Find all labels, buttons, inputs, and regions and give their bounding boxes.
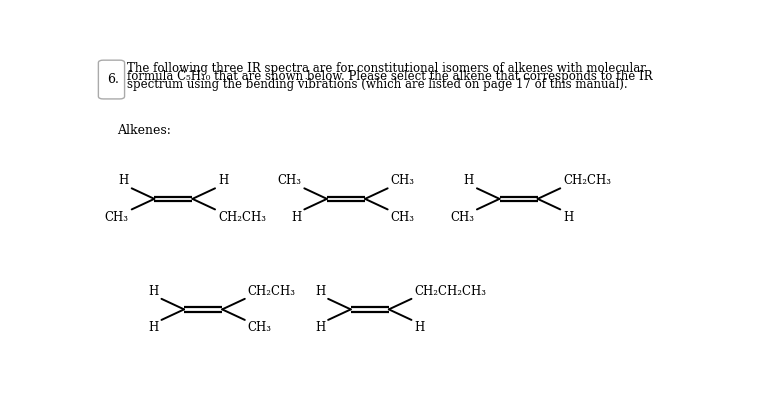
Text: H: H	[148, 285, 158, 297]
Text: CH₃: CH₃	[104, 210, 129, 224]
Text: H: H	[291, 210, 301, 224]
Text: H: H	[315, 285, 325, 297]
Text: CH₂CH₃: CH₂CH₃	[218, 210, 266, 224]
Text: CH₃: CH₃	[391, 174, 415, 187]
Text: H: H	[218, 174, 228, 187]
Text: H: H	[563, 210, 574, 224]
Text: Alkenes:: Alkenes:	[117, 124, 170, 136]
Text: H: H	[118, 174, 129, 187]
FancyBboxPatch shape	[98, 60, 124, 99]
Text: H: H	[464, 174, 474, 187]
Text: H: H	[315, 321, 325, 334]
Text: H: H	[415, 321, 425, 334]
Text: H: H	[148, 321, 158, 334]
Text: CH₂CH₃: CH₂CH₃	[248, 285, 296, 297]
Text: CH₃: CH₃	[248, 321, 272, 334]
Text: formula C₅H₁₀ that are shown below. Please select the alkene that corresponds to: formula C₅H₁₀ that are shown below. Plea…	[127, 70, 653, 83]
Text: CH₃: CH₃	[277, 174, 301, 187]
Text: 6.: 6.	[107, 73, 118, 86]
Text: CH₃: CH₃	[450, 210, 474, 224]
Text: CH₂CH₂CH₃: CH₂CH₂CH₃	[415, 285, 486, 297]
Text: spectrum using the bending vibrations (which are listed on page 17 of this manua: spectrum using the bending vibrations (w…	[127, 78, 627, 91]
Text: CH₂CH₃: CH₂CH₃	[563, 174, 611, 187]
Text: The following three IR spectra are for constitutional isomers of alkenes with mo: The following three IR spectra are for c…	[127, 62, 646, 75]
Text: CH₃: CH₃	[391, 210, 415, 224]
